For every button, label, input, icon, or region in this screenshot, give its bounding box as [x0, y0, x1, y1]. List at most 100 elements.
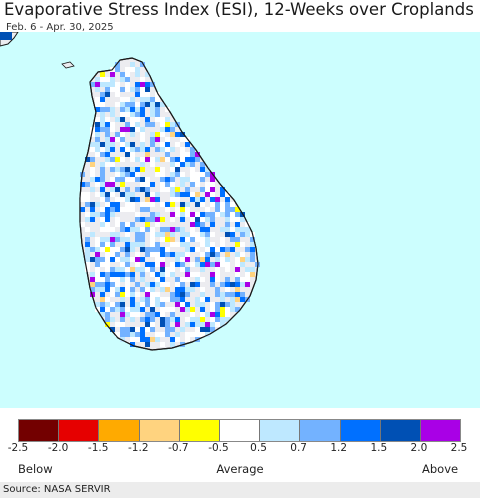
esi-pixel — [155, 117, 160, 122]
esi-pixel — [90, 212, 95, 217]
esi-pixel — [90, 187, 95, 192]
esi-pixel — [115, 287, 120, 292]
esi-pixel — [115, 332, 120, 337]
esi-pixel — [140, 142, 145, 147]
esi-pixel — [160, 132, 165, 137]
esi-pixel — [230, 307, 235, 312]
esi-pixel — [195, 332, 200, 337]
esi-pixel — [155, 292, 160, 297]
esi-pixel — [150, 112, 155, 117]
esi-pixel — [160, 267, 165, 272]
esi-pixel — [150, 287, 155, 292]
esi-pixel — [115, 292, 120, 297]
esi-pixel — [95, 202, 100, 207]
esi-pixel — [95, 212, 100, 217]
esi-pixel — [110, 317, 115, 322]
esi-pixel — [125, 257, 130, 262]
esi-pixel — [110, 82, 115, 87]
esi-pixel — [190, 177, 195, 182]
esi-pixel — [95, 267, 100, 272]
esi-pixel — [155, 252, 160, 257]
esi-pixel — [145, 117, 150, 122]
esi-pixel — [200, 327, 205, 332]
esi-pixel — [110, 242, 115, 247]
esi-pixel — [150, 132, 155, 137]
esi-pixel — [165, 297, 170, 302]
esi-pixel — [220, 247, 225, 252]
esi-pixel — [195, 257, 200, 262]
esi-pixel — [120, 302, 125, 307]
esi-pixel — [120, 117, 125, 122]
esi-pixel — [145, 177, 150, 182]
esi-pixel — [180, 237, 185, 242]
esi-pixel — [125, 177, 130, 182]
esi-pixel — [155, 97, 160, 102]
legend-swatch — [139, 420, 180, 441]
esi-pixel — [225, 217, 230, 222]
esi-pixel — [210, 252, 215, 257]
esi-pixel — [165, 107, 170, 112]
esi-pixel — [120, 107, 125, 112]
esi-pixel — [185, 292, 190, 297]
esi-pixel — [190, 192, 195, 197]
india-esi-patch — [0, 32, 12, 40]
esi-pixel — [200, 202, 205, 207]
esi-pixel — [160, 302, 165, 307]
esi-pixel — [135, 82, 140, 87]
esi-pixel — [180, 297, 185, 302]
esi-pixel — [140, 337, 145, 342]
esi-pixel — [185, 212, 190, 217]
esi-pixel — [200, 292, 205, 297]
esi-pixel — [150, 262, 155, 267]
esi-pixel — [140, 232, 145, 237]
esi-pixel — [175, 242, 180, 247]
esi-pixel — [205, 232, 210, 237]
esi-pixel — [210, 277, 215, 282]
esi-pixel — [125, 112, 130, 117]
esi-pixel — [165, 232, 170, 237]
esi-pixel — [125, 87, 130, 92]
esi-pixel — [120, 132, 125, 137]
esi-pixel — [130, 287, 135, 292]
esi-pixel — [95, 102, 100, 107]
map-title: Evaporative Stress Index (ESI), 12-Weeks… — [4, 0, 474, 19]
esi-pixel — [155, 297, 160, 302]
esi-pixel — [200, 162, 205, 167]
esi-pixel — [110, 252, 115, 257]
esi-pixel — [210, 212, 215, 217]
esi-pixel — [190, 197, 195, 202]
esi-pixel — [160, 122, 165, 127]
esi-pixel — [85, 247, 90, 252]
esi-pixel — [110, 327, 115, 332]
esi-pixel — [125, 242, 130, 247]
esi-pixel — [115, 82, 120, 87]
esi-pixel — [155, 107, 160, 112]
esi-pixel — [195, 172, 200, 177]
esi-pixel — [180, 132, 185, 137]
esi-pixel — [115, 282, 120, 287]
esi-pixel — [225, 292, 230, 297]
esi-pixel — [130, 147, 135, 152]
esi-pixel — [210, 282, 215, 287]
legend-swatch — [59, 420, 100, 441]
esi-pixel — [120, 237, 125, 242]
esi-pixel — [130, 307, 135, 312]
esi-pixel — [175, 252, 180, 257]
esi-pixel — [175, 192, 180, 197]
esi-pixel — [200, 322, 205, 327]
esi-pixel — [110, 112, 115, 117]
esi-pixel — [115, 247, 120, 252]
esi-pixel — [245, 232, 250, 237]
esi-pixel — [120, 102, 125, 107]
esi-pixel — [200, 237, 205, 242]
esi-pixel — [105, 262, 110, 267]
esi-pixel — [135, 147, 140, 152]
esi-pixel — [110, 247, 115, 252]
esi-pixel — [215, 252, 220, 257]
esi-pixel — [100, 197, 105, 202]
esi-pixel — [150, 267, 155, 272]
esi-pixel — [160, 252, 165, 257]
esi-pixel — [155, 282, 160, 287]
esi-pixel — [130, 292, 135, 297]
esi-pixel — [100, 292, 105, 297]
